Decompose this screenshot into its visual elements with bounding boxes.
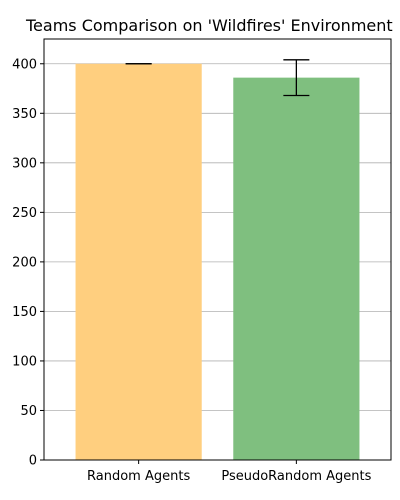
y-axis-ticks: 0 50 100 150 200 250 300 350 400 xyxy=(12,57,44,469)
bar-0 xyxy=(75,63,202,460)
y-tick-label-4: 200 xyxy=(12,255,37,270)
chart-title: Teams Comparison on 'Wildfires' Environm… xyxy=(25,16,393,35)
y-tick-label-7: 350 xyxy=(12,107,37,122)
bar-1 xyxy=(233,77,360,461)
y-tick-label-6: 300 xyxy=(12,156,37,171)
y-tick-label-3: 150 xyxy=(12,305,37,320)
y-tick-label-0: 0 xyxy=(29,454,37,469)
error-bars xyxy=(125,59,310,97)
axes-frame xyxy=(43,38,392,461)
x-tick-label-0: Random Agents xyxy=(87,469,190,484)
x-tick-label-1: PseudoRandom Agents xyxy=(221,469,371,484)
y-tick-label-8: 400 xyxy=(12,57,37,72)
bars xyxy=(75,63,360,461)
y-tick-label-5: 250 xyxy=(12,206,37,221)
x-axis-ticks: Random Agents PseudoRandom Agents xyxy=(87,460,372,484)
y-tick-label-1: 50 xyxy=(20,404,37,419)
y-tick-label-2: 100 xyxy=(12,354,37,369)
